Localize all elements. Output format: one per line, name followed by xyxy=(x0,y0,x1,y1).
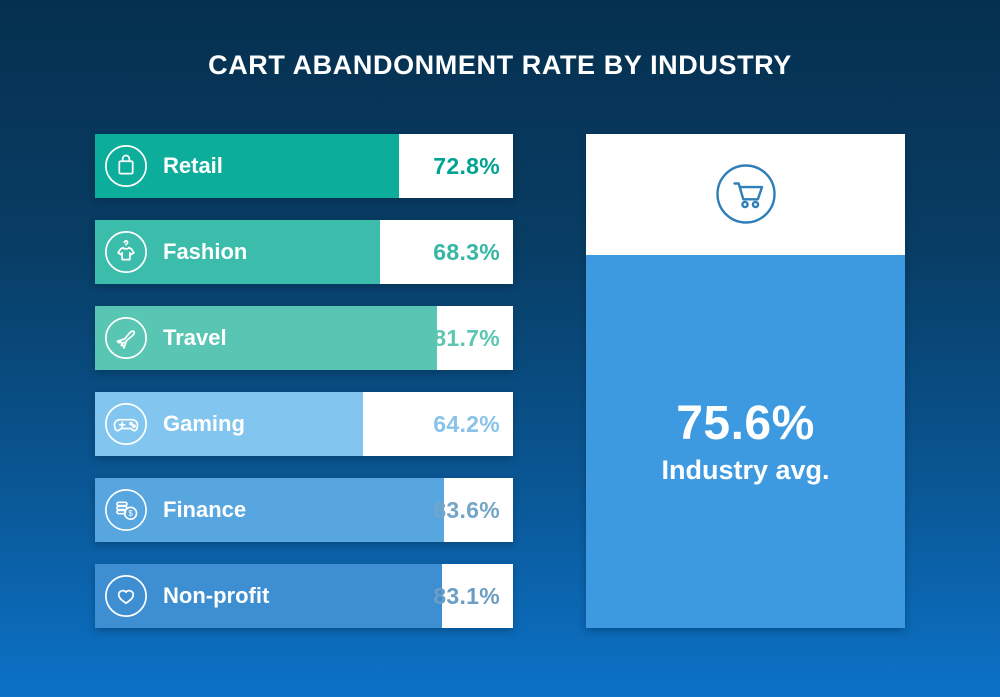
bar-fill-travel: Travel xyxy=(95,306,437,370)
airplane-icon xyxy=(103,315,149,361)
bar-value: 72.8% xyxy=(433,152,500,179)
panel-top xyxy=(586,134,905,255)
tshirt-icon xyxy=(103,229,149,275)
bar-label: Finance xyxy=(163,497,247,522)
bar-fill-finance: $ Finance xyxy=(95,478,445,542)
bar-row-finance: $ Finance 83.6% xyxy=(95,478,513,542)
bar-value: 83.6% xyxy=(433,496,500,523)
bar-value: 81.7% xyxy=(433,324,500,351)
average-caption: Industry avg. xyxy=(661,455,830,486)
bar-fill-fashion: Fashion xyxy=(95,220,381,284)
heart-icon xyxy=(103,573,149,619)
shopping-bag-icon xyxy=(103,143,149,189)
bar-label: Retail xyxy=(163,153,223,178)
bar-row-non-profit: Non-profit 83.1% xyxy=(95,564,513,628)
bar-label: Gaming xyxy=(163,411,245,436)
average-value: 75.6% xyxy=(676,397,815,451)
coins-icon: $ xyxy=(103,487,149,533)
page-title: CART ABANDONMENT RATE BY INDUSTRY xyxy=(208,50,792,80)
bar-row-retail: Retail 72.8% xyxy=(95,134,513,198)
average-bar-fill: 75.6% Industry avg. xyxy=(586,254,905,628)
bar-fill-gaming: Gaming xyxy=(95,392,364,456)
bar-value: 68.3% xyxy=(433,238,500,265)
bar-label: Non-profit xyxy=(163,583,270,608)
bar-row-gaming: Gaming 64.2% xyxy=(95,392,513,456)
bar-chart: Retail 72.8% Fashion 68.3% xyxy=(95,134,513,650)
bar-row-travel: Travel 81.7% xyxy=(95,306,513,370)
gamepad-icon xyxy=(103,401,149,447)
bar-value: 83.1% xyxy=(433,582,500,609)
svg-text:$: $ xyxy=(128,509,133,518)
bar-label: Fashion xyxy=(163,239,248,264)
industry-average-panel: 75.6% Industry avg. xyxy=(586,134,905,628)
shopping-cart-icon xyxy=(714,162,778,226)
bar-fill-retail: Retail xyxy=(95,134,400,198)
bar-fill-non-profit: Non-profit xyxy=(95,564,443,628)
bar-label: Travel xyxy=(163,325,227,350)
bar-value: 64.2% xyxy=(433,410,500,437)
bar-row-fashion: Fashion 68.3% xyxy=(95,220,513,284)
